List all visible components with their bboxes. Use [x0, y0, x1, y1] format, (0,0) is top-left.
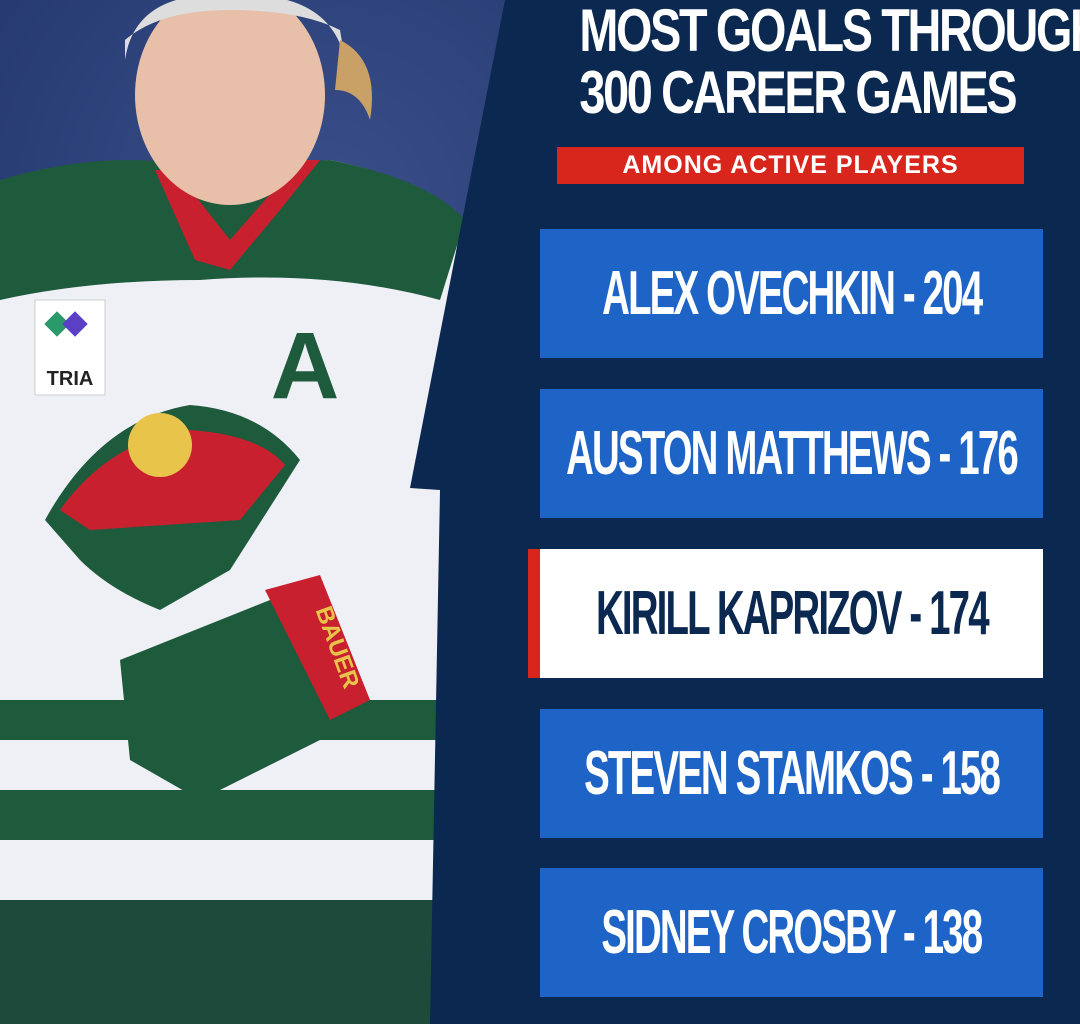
jersey-captain-letter: A	[271, 313, 340, 419]
subtitle-badge: AMONG ACTIVE PLAYERS	[557, 147, 1024, 184]
sponsor-patch: TRIA	[47, 368, 94, 390]
leader-label: STEVEN STAMKOS - 158	[584, 739, 1001, 808]
leader-label: SIDNEY CROSBY - 138	[601, 898, 984, 967]
leader-row: STEVEN STAMKOS - 158	[540, 709, 1043, 838]
leader-label: AUSTON MATTHEWS - 176	[566, 419, 1019, 488]
leader-row: ALEX OVECHKIN - 204	[540, 229, 1043, 358]
title-line-2: 300 CAREER GAMES	[579, 59, 1017, 126]
title-line-1: MOST GOALS THROUGH	[579, 0, 1080, 64]
leader-row-highlighted: KIRILL KAPRIZOV - 174	[528, 549, 1043, 678]
leader-label: ALEX OVECHKIN - 204	[601, 259, 983, 328]
leader-row: AUSTON MATTHEWS - 176	[540, 389, 1043, 518]
leader-row: SIDNEY CROSBY - 138	[540, 868, 1043, 997]
leader-label: KIRILL KAPRIZOV - 174	[595, 579, 990, 648]
page-title: MOST GOALS THROUGH 300 CAREER GAMES	[579, 0, 1080, 126]
